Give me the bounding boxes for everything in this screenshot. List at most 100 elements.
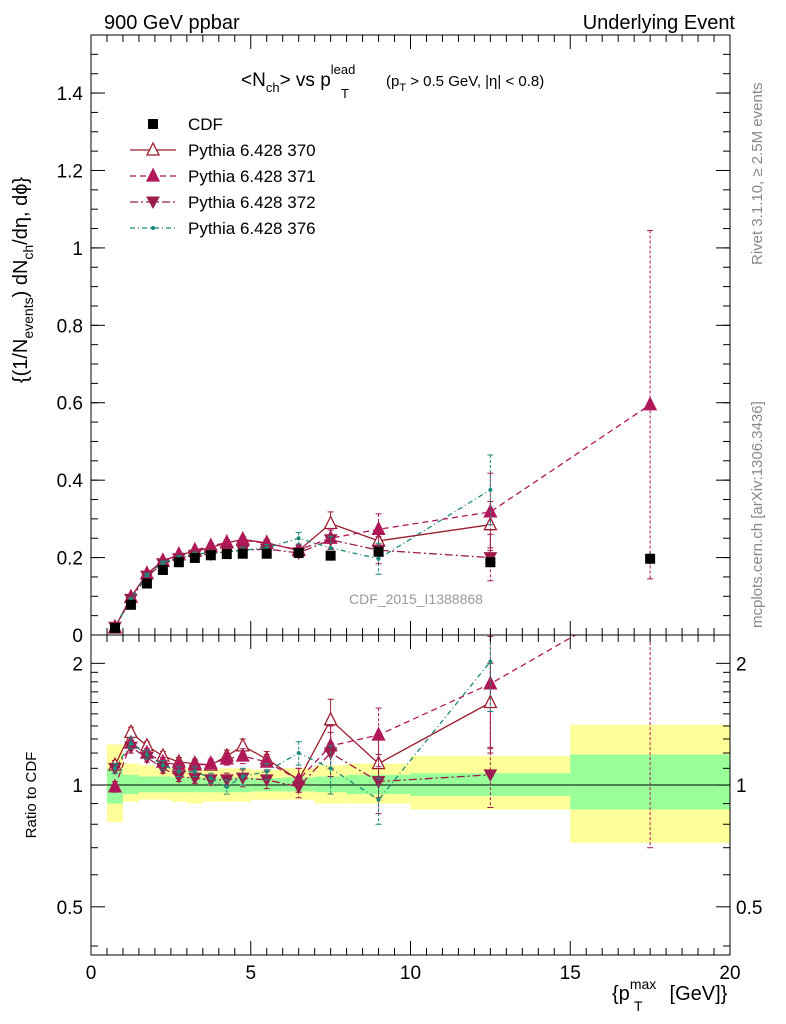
x-tick-label: 5 [245, 963, 256, 984]
legend-marker [145, 141, 161, 156]
y-tick-label: 0.4 [57, 471, 84, 492]
main-data-point [323, 515, 338, 530]
ylabel-b: ) dN [10, 260, 32, 298]
ratio-y-label: Ratio to CDF [23, 752, 40, 839]
x-tick-label: 15 [560, 963, 581, 984]
legend: CDF Pythia 6.428 370 Pythia 6.428 371 Pythi… [130, 115, 316, 238]
main-series-line [114, 539, 491, 628]
mcplots-text: mcplots.cern.ch [arXiv:1306.3436] [749, 401, 766, 628]
main-data-point [109, 623, 120, 634]
ratio-data-point [203, 755, 218, 770]
main-data-point [160, 560, 165, 565]
ratio-data-point [192, 769, 197, 774]
main-data-point [157, 564, 168, 575]
main-series-line [114, 489, 491, 628]
title-cut-rest: > 0.5 GeV, |η| < 0.8) [406, 73, 544, 90]
ylabel-ch-sub: ch [20, 245, 36, 260]
ratio-data-point [264, 769, 269, 774]
y-tick-label: 0.8 [57, 316, 83, 337]
stat-band [122, 774, 139, 795]
main-data-point [173, 557, 184, 568]
plot-title: <Nch> vs plead T(pT > 0.5 GeV, |η| < 0.8) [241, 62, 544, 101]
ratio-data-point [160, 763, 165, 768]
ratio-data-point [644, 585, 656, 597]
ratio-bands [91, 724, 730, 843]
main-data-point [325, 550, 336, 561]
ratio-data-point [483, 769, 498, 782]
rivet-text: Rivet 3.1.10, ≥ 2.5M events [749, 83, 766, 266]
title-cut-t-sub: T [399, 82, 406, 94]
main-data-point [488, 487, 493, 492]
ratio-data-point [107, 778, 123, 793]
header-right: Underlying Event [583, 12, 736, 34]
title-cut-open: (p [386, 73, 399, 90]
ratio-y-tick-label: 0.5 [57, 898, 83, 919]
title-ch-sub: ch [266, 80, 280, 95]
ratio-data-point [291, 781, 306, 794]
ratio-series-line [114, 661, 491, 801]
main-data-point [373, 546, 384, 557]
xlabel-rest: [GeV]} [664, 983, 728, 1005]
ratio-data-point [128, 741, 133, 746]
series-pythia-6-428-372 [108, 529, 498, 635]
title-lead-sup: lead [331, 62, 356, 77]
header-left: 900 GeV ppbar [104, 12, 240, 34]
ratio-y-tick-label-right: 2 [736, 654, 747, 675]
series-cdf [109, 546, 656, 634]
main-data-point [144, 573, 149, 577]
main-data-point [328, 545, 333, 550]
ratio-data-point [323, 711, 338, 726]
ratio-y-tick-label: 2 [72, 654, 83, 675]
x-tick-label: 0 [86, 963, 97, 984]
ratio-data-point [371, 776, 386, 789]
main-data-point [261, 548, 272, 559]
ratio-data-point [112, 766, 117, 771]
main-data-point [293, 547, 304, 558]
ratio-panel: 0.5 0.51 12 20 5 10 15 20 Ratio to CDF {pmax T [… [23, 585, 762, 1014]
legend-marker [148, 119, 158, 129]
x-tick-label: 20 [719, 963, 740, 984]
main-data-point [643, 396, 658, 411]
xlabel-open: {p [612, 983, 630, 1005]
ratio-marks [107, 585, 656, 849]
xlabel-max-sup: max [630, 976, 656, 992]
ratio-data-point [376, 797, 381, 802]
x-tick-label: 10 [400, 963, 421, 984]
main-data-point [376, 556, 381, 561]
main-frame [90, 34, 731, 636]
main-data-point [125, 599, 136, 610]
ratio-data-point [296, 751, 301, 756]
ratio-data-point [240, 774, 245, 779]
legend-label: Pythia 6.428 372 [188, 193, 316, 212]
y-tick-label: 0.6 [57, 394, 83, 415]
main-data-point [323, 534, 338, 547]
ratio-data-point [219, 750, 234, 765]
ratio-data-point [488, 659, 493, 664]
ratio-data-point [328, 766, 333, 771]
y-tick-label: 0 [72, 626, 83, 647]
ylabel-a: {(1/N [10, 339, 32, 383]
legend-marker [145, 167, 161, 182]
y-tick-label: 0.2 [57, 549, 83, 570]
y-tick-label: 1 [72, 239, 83, 260]
main-data-point [221, 549, 232, 560]
legend-label: CDF [188, 115, 223, 134]
ratio-data-point [208, 776, 213, 781]
ylabel-events-sub: events [20, 297, 36, 338]
ratio-y-tick-label-right: 0.5 [736, 898, 762, 919]
main-data-point [237, 548, 248, 559]
title-vs: > vs p [280, 70, 331, 91]
legend-label: Pythia 6.428 370 [188, 141, 316, 160]
legend-marker [146, 196, 160, 210]
main-data-point [189, 552, 200, 563]
ylabel-c: /dη, dϕ} [10, 177, 32, 245]
main-data-point [645, 553, 656, 564]
main-marks [107, 229, 658, 635]
title-nch: <N [241, 70, 266, 91]
legend-label: Pythia 6.428 376 [188, 219, 316, 238]
ratio-y-tick-label: 1 [72, 776, 83, 797]
main-y-label: {(1/Nevents) dNch/dη, dϕ} [10, 177, 36, 384]
legend-label: Pythia 6.428 371 [188, 167, 316, 186]
ratio-y-tick-label-right: 1 [736, 776, 747, 797]
